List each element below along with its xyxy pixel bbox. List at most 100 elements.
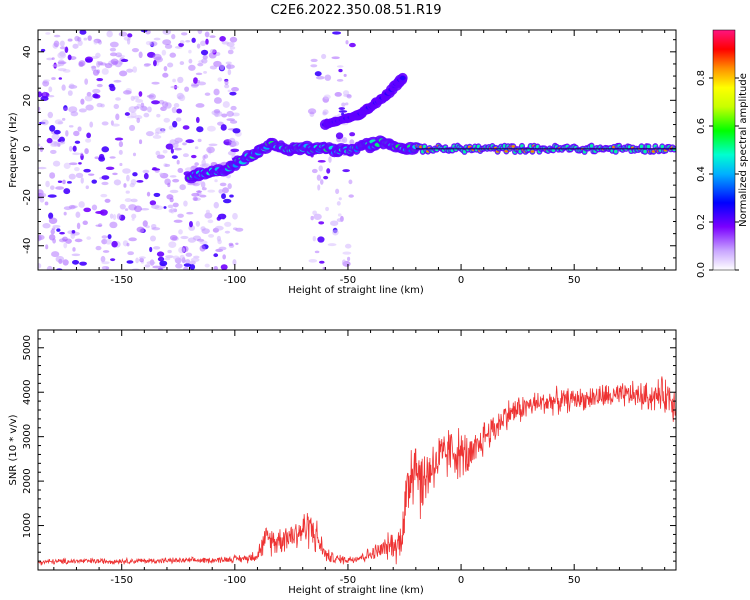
spectrogram-noise-blob <box>146 261 156 265</box>
colorbar: 0.0 0.2 0.4 0.6 0.8 Normalized spectral ampl… <box>696 29 749 278</box>
spectrogram-noise-blob <box>136 179 144 183</box>
spectrogram-noise-blob <box>109 85 116 92</box>
spectrogram-noise-blob <box>96 69 101 74</box>
spectrogram-noise-blob <box>162 72 169 78</box>
spectrogram-noise-blob <box>113 103 120 110</box>
spectrogram-noise-blob <box>325 206 329 212</box>
spectrogram-noise-blob <box>130 198 138 203</box>
spectrogram-noise-blob <box>345 40 349 45</box>
spectrogram-noise-blob <box>159 172 164 176</box>
spectrogram-noise-blob <box>202 54 208 60</box>
spectrogram-noise-blob <box>342 169 350 173</box>
spectrogram-noise-blob <box>183 263 192 267</box>
spectrogram-noise-blob <box>135 257 139 264</box>
spectrogram-noise-blob <box>109 41 119 48</box>
spectrogram-noise-blob <box>110 258 116 262</box>
spectrogram-noise-blob <box>169 197 174 203</box>
spectrogram-noise-blob <box>133 106 140 110</box>
x-tick-label: -100 <box>223 575 246 586</box>
spectrogram-noise-blob <box>46 57 54 61</box>
spectrogram-noise-blob <box>38 91 42 98</box>
spectrogram-noise-blob <box>219 36 226 42</box>
spectrogram-noise-blob <box>67 54 72 61</box>
spectrogram-noise-blob <box>171 34 176 40</box>
x-tick-label: 50 <box>568 275 581 286</box>
spectrogram-noise-blob <box>101 121 109 126</box>
spectrogram-noise-blob <box>225 61 232 65</box>
spectrogram-noise-blob <box>143 112 150 118</box>
spectrogram-noise-blob <box>173 219 183 223</box>
spectrogram-noise-blob <box>74 238 83 243</box>
spectrogram-noise-blob <box>342 251 352 255</box>
spectrogram-noise-blob <box>68 106 78 113</box>
spectrogram-noise-blob <box>111 123 120 127</box>
spectrogram-noise-blob <box>310 58 318 63</box>
spectrogram-noise-blob <box>316 174 321 181</box>
spectrogram-noise-blob <box>205 38 209 45</box>
spectrogram-noise-blob <box>125 190 130 194</box>
spectrogram-noise-blob <box>176 108 183 114</box>
spectrogram-noise-blob <box>175 117 182 122</box>
spectrogram-noise-blob <box>171 106 177 114</box>
spectrogram-noise-blob <box>149 246 153 253</box>
spectrogram-noise-blob <box>175 263 183 269</box>
colorbar-tick-label: 0.4 <box>696 166 707 182</box>
spectrogram-noise-blob <box>43 79 50 82</box>
spectrogram-noise-blob <box>58 77 63 80</box>
spectrogram-noise-blob <box>63 206 72 211</box>
spectrogram-noise-blob <box>100 255 106 263</box>
spectrogram-noise-blob <box>82 220 88 226</box>
spectrogram-noise-blob <box>320 179 324 185</box>
spectrogram-noise-blob <box>191 192 200 197</box>
spectrogram-noise-blob <box>49 172 56 179</box>
spectrogram-noise-blob <box>122 90 132 95</box>
spectrogram-noise-blob <box>144 264 151 268</box>
y-tick-label: -20 <box>22 189 33 205</box>
spectrogram-noise-blob <box>74 140 81 144</box>
spectrogram-noise-blob <box>188 58 193 64</box>
spectrogram-noise-blob <box>226 63 232 70</box>
spectrogram-noise-blob <box>229 120 238 124</box>
colorbar-gradient <box>712 29 736 271</box>
spectrogram-noise-blob <box>96 83 103 88</box>
spectrogram-noise-blob <box>115 97 122 101</box>
spectrogram-noise-blob <box>127 33 133 38</box>
spectrogram-noise-blob <box>341 259 347 266</box>
spectrogram-noise-blob <box>51 134 60 140</box>
spectrogram-noise-blob <box>213 97 222 104</box>
spectrogram-noise-blob <box>153 246 161 250</box>
spectrogram-noise-blob <box>75 211 81 218</box>
spectrogram-noise-blob <box>338 107 346 110</box>
spectrogram-noise-blob <box>307 108 317 115</box>
spectrogram-noise-blob <box>109 47 117 52</box>
spectrogram-track-core <box>589 144 594 148</box>
spectrogram-noise-blob <box>91 65 97 72</box>
spectrogram-noise-blob <box>178 42 184 47</box>
y-tick-label: 0 <box>22 146 33 152</box>
spectrogram-noise-blob <box>155 127 164 134</box>
spectrogram-noise-blob <box>185 139 195 144</box>
spectrogram-noise-blob <box>196 190 203 193</box>
spectrogram-noise-blob <box>224 139 230 142</box>
spectrogram-noise-blob <box>65 130 69 137</box>
spectrogram-noise-blob <box>197 62 204 67</box>
spectrogram-noise-blob <box>334 92 342 97</box>
spectrogram-noise-blob <box>179 254 185 261</box>
spectrogram-noise-blob <box>169 189 179 194</box>
spectrogram-noise-blob <box>53 34 61 38</box>
spectrogram-noise-blob <box>226 42 235 47</box>
spectrogram-noise-blob <box>341 102 346 107</box>
spectrogram-noise-blob <box>131 218 135 221</box>
spectrogram-noise-blob <box>214 179 218 183</box>
spectrogram-noise-blob <box>67 90 73 96</box>
spectrogram-noise-blob <box>124 208 129 211</box>
spectrogram-noise-blob <box>195 116 200 123</box>
spectrogram-noise-blob <box>218 246 227 251</box>
spectrogram-noise-blob <box>70 111 79 117</box>
spectrogram-noise-blob <box>96 102 103 108</box>
spectrogram-noise-blob <box>213 108 221 114</box>
spectrogram-noise-blob <box>61 84 66 91</box>
spectrogram-noise-blob <box>138 51 143 59</box>
spectrogram-noise-blob <box>222 254 226 260</box>
spectrogram-noise-blob <box>102 250 110 253</box>
